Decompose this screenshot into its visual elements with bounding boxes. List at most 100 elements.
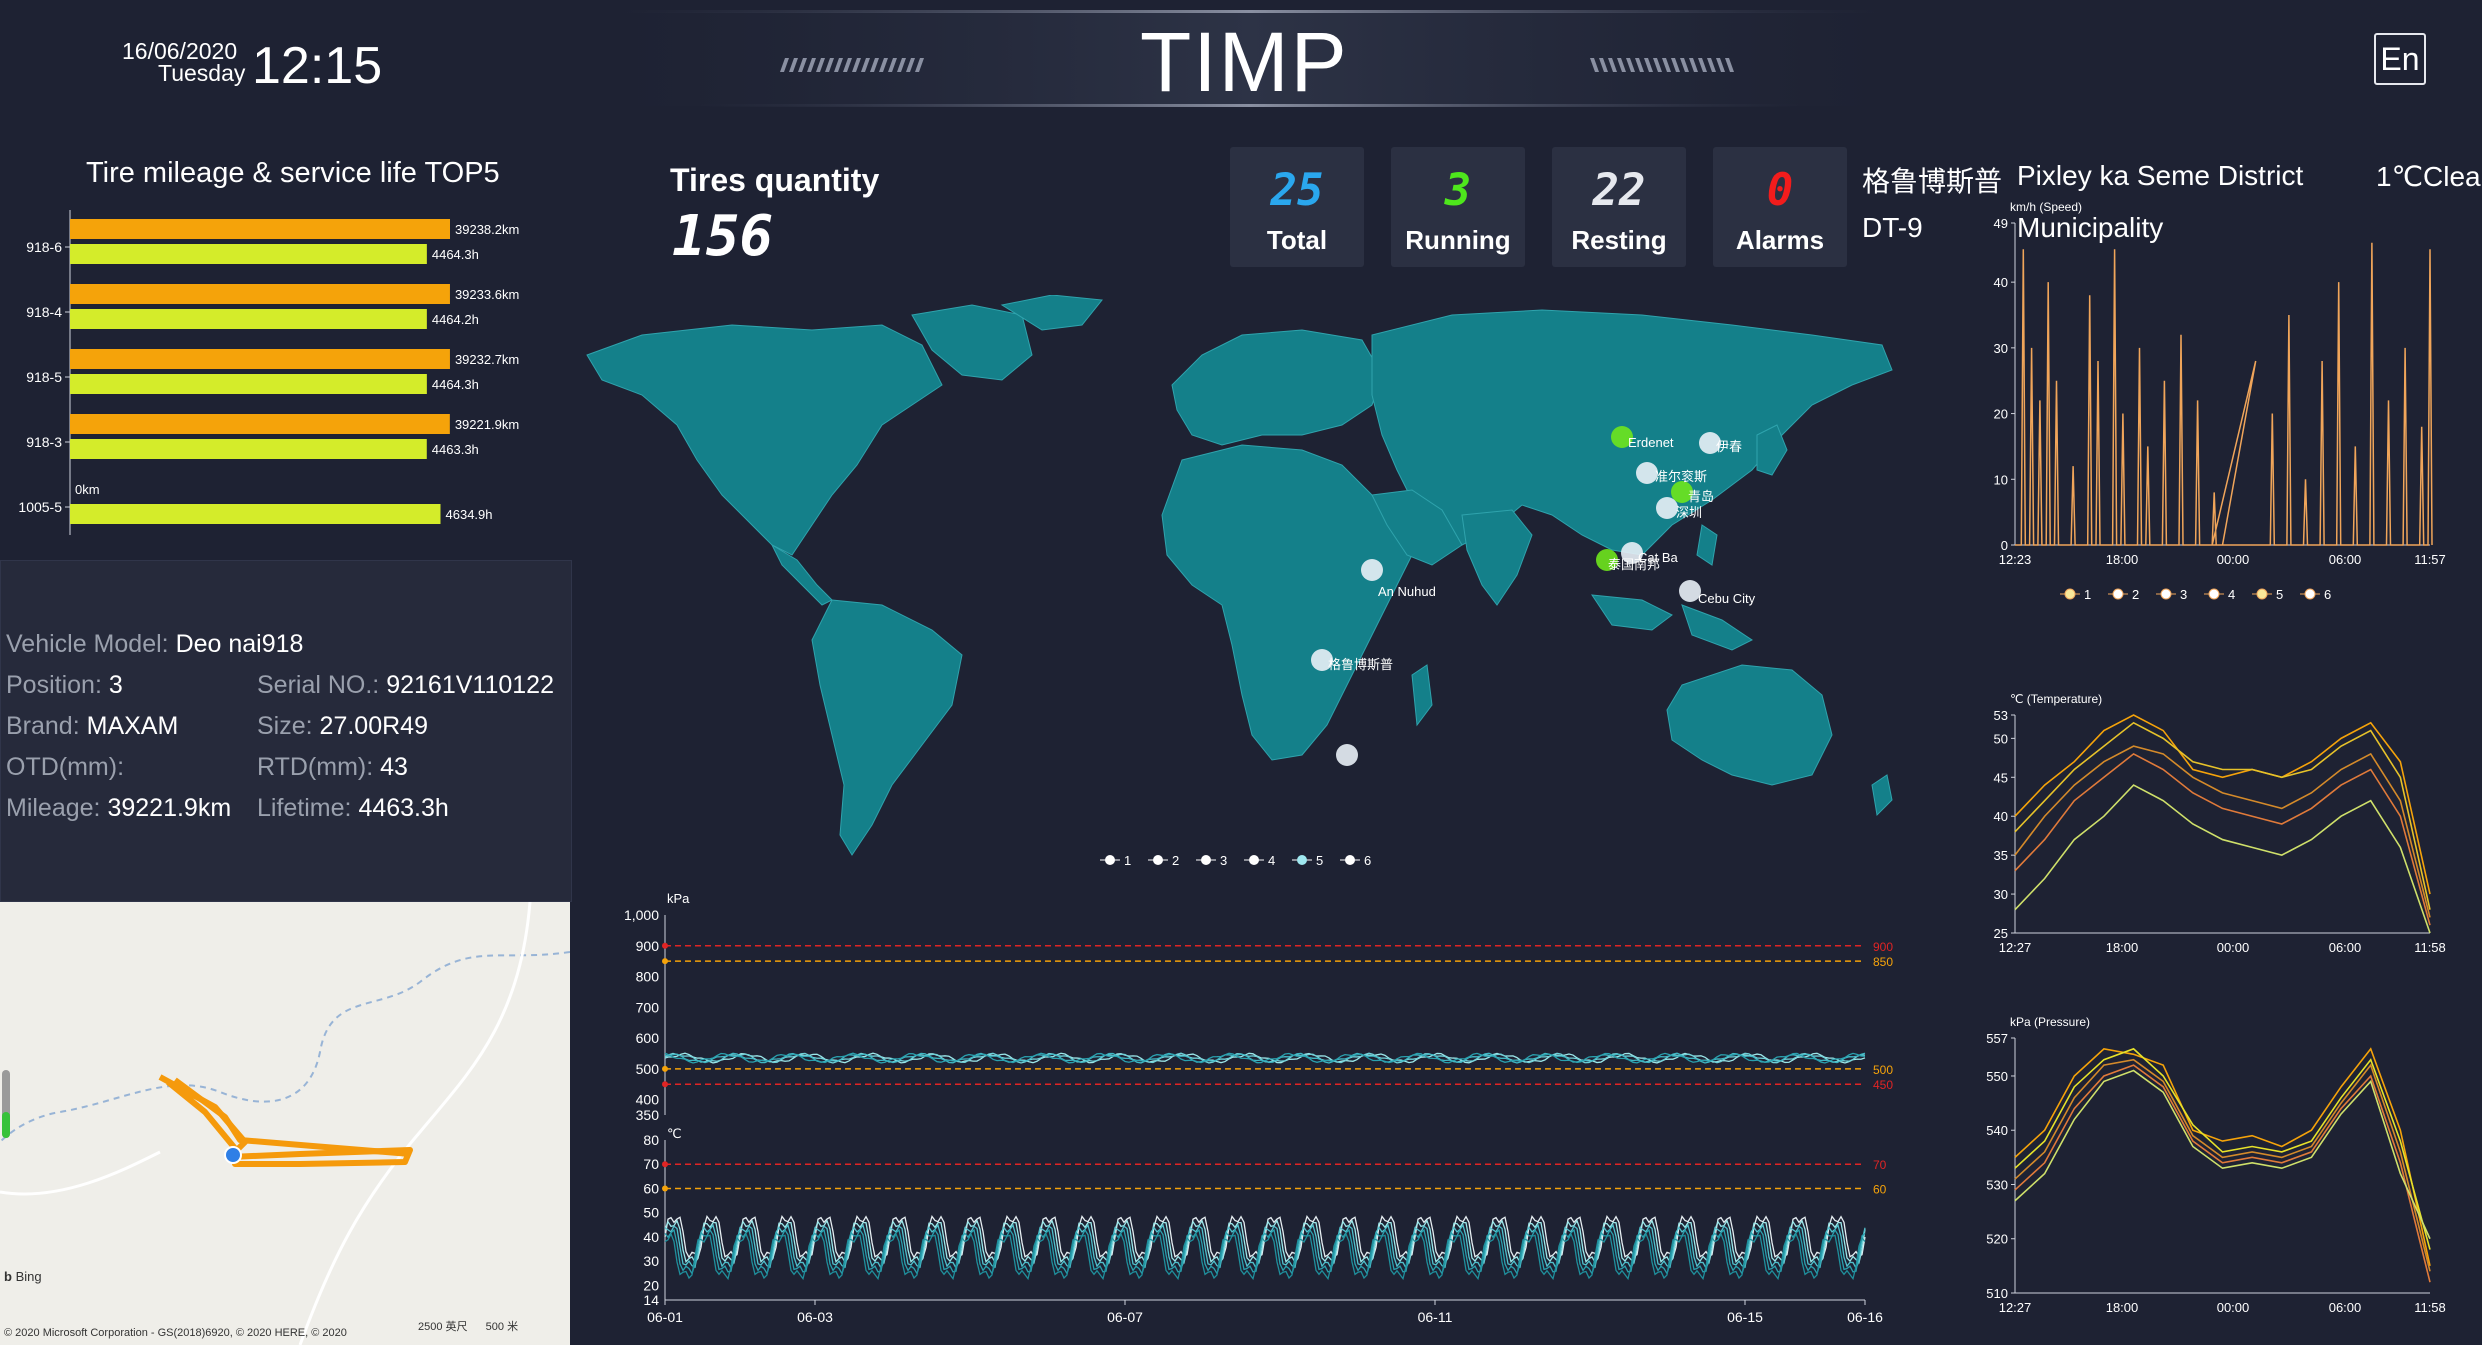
top5-hours-label: 4464.3h: [432, 247, 479, 262]
pressure-series-line: [2014, 1047, 2431, 1267]
header-stripes-right: [1590, 58, 1734, 72]
stat-total-label: Total: [1266, 225, 1328, 255]
y-tick-label: 520: [1986, 1232, 2008, 1247]
map-marker-label: Cat Ba: [1638, 550, 1679, 565]
size-label: Size:: [257, 712, 313, 740]
top5-category-label: 918-5: [26, 369, 62, 385]
pressure-threshold-dot: [662, 958, 668, 965]
temp-y-tick: 60: [643, 1180, 659, 1196]
pressure-y-tick: 500: [636, 1061, 660, 1077]
y-tick-label: 30: [1994, 341, 2008, 356]
header-time: 12:15: [252, 37, 383, 95]
otd-label: OTD(mm):: [6, 753, 125, 781]
stripe: [1626, 58, 1635, 72]
running-tire-marker: [1671, 481, 1693, 503]
speed-legend-label: 4: [2228, 587, 2235, 602]
top5-mileage-label: 39221.9km: [455, 417, 519, 432]
x-tick-label: 18:00: [2106, 940, 2139, 955]
x-tick-label: 11:58: [2414, 940, 2446, 955]
tires-count: 156: [672, 204, 774, 269]
mileage-label: Mileage:: [6, 794, 101, 822]
stripe: [888, 58, 897, 72]
map-marker-label: Cebu City: [1698, 591, 1756, 606]
stripe: [843, 58, 852, 72]
pressure-series-line: [2014, 1047, 2431, 1250]
mini-map[interactable]: b Bing © 2020 Microsoft Corporation - GS…: [0, 902, 570, 1345]
x-tick-label: 12:27: [1999, 1300, 2032, 1315]
legend-dot: [1153, 855, 1163, 865]
stat-running[interactable]: 3 Running: [1391, 147, 1525, 267]
lifetime-value: 4463.3h: [358, 794, 449, 822]
temp-series-line: [664, 1228, 1866, 1276]
top5-hours-bar: [70, 504, 441, 524]
top5-mileage-bar: [70, 349, 450, 369]
map-copyright: © 2020 Microsoft Corporation - GS(2018)6…: [4, 1327, 347, 1339]
temp-y-tick: 80: [643, 1132, 659, 1148]
resting-tire-marker: [1311, 649, 1333, 671]
top5-mileage-label: 0km: [75, 482, 100, 497]
legend-dot: [1201, 855, 1211, 865]
location-vehicle: DT-9: [1862, 212, 1923, 243]
temperature-series-line: [2014, 745, 2431, 918]
x-tick-label: 12:23: [1999, 552, 2032, 567]
world-legend-label: 6: [1364, 853, 1371, 868]
top5-hours-bar: [70, 244, 427, 264]
stat-running-num: 3: [1444, 165, 1472, 216]
top5-hours-bar: [70, 439, 427, 459]
y-tick-label: 510: [1986, 1286, 2008, 1301]
y-tick-label: 0: [2001, 538, 2008, 553]
stripe: [879, 58, 888, 72]
x-tick-label: 06:00: [2329, 552, 2362, 567]
header-weekday: Tuesday: [158, 60, 246, 86]
y-tick-label: 550: [1986, 1069, 2008, 1084]
top5-hours-label: 4464.3h: [432, 377, 479, 392]
stat-resting[interactable]: 22 Resting: [1552, 147, 1686, 267]
stripe: [1608, 58, 1617, 72]
resting-tire-marker: [1699, 432, 1721, 454]
rtd-row: RTD(mm): 43: [257, 753, 408, 782]
stat-resting-num: 22: [1592, 165, 1646, 216]
running-tire-marker: [1611, 426, 1633, 448]
pressure-threshold-label: 900: [1873, 940, 1893, 954]
y-tick-label: 53: [1994, 708, 2008, 723]
temp-x-tick: 06-11: [1418, 1309, 1453, 1325]
pressure-y-tick: 800: [636, 969, 660, 985]
stripe: [897, 58, 906, 72]
temp-x-tick: 06-16: [1847, 1309, 1883, 1325]
x-tick-label: 18:00: [2106, 1300, 2139, 1315]
position-value: 3: [108, 671, 123, 699]
temp-y-tick: 70: [643, 1156, 659, 1172]
app-title: TIMP: [1140, 15, 1349, 109]
map-scale-m: 500 米: [485, 1321, 519, 1333]
temperature-series-line: [2014, 752, 2431, 926]
stat-total-num: 25: [1270, 165, 1324, 216]
y-tick-label: 35: [1994, 848, 2008, 863]
top5-mileage-label: 39232.7km: [455, 352, 519, 367]
mini-map-canvas: [0, 902, 570, 1345]
map-marker-label: 深圳: [1676, 505, 1702, 520]
header-stripes-left: [780, 58, 924, 72]
pressure-series-line: [2014, 1069, 2431, 1240]
stat-total[interactable]: 25 Total: [1230, 147, 1364, 267]
serial-label: Serial NO.:: [257, 671, 380, 699]
vehicle-model-row: Vehicle Model: Deo nai918: [6, 630, 303, 659]
serial-row: Serial NO.: 92161V110122: [257, 671, 554, 700]
map-scale-ft: 2500 英尺: [418, 1321, 468, 1333]
lang-button[interactable]: En: [2374, 33, 2426, 85]
y-tick-label: 557: [1986, 1031, 2008, 1046]
world-land: [586, 295, 1893, 856]
map-marker-label: 青岛: [1688, 489, 1714, 504]
top5-hours-label: 4634.9h: [446, 507, 493, 522]
stat-resting-label: Resting: [1571, 225, 1667, 255]
location-district: Pixley ka Seme District: [2017, 160, 2304, 191]
temperature-series-line: [2014, 721, 2431, 910]
stat-alarms[interactable]: 0 Alarms: [1713, 147, 1847, 267]
world-legend[interactable]: 1 2 3 4 5 6: [1100, 853, 1371, 868]
resting-tire-marker: [1361, 559, 1383, 581]
vehicle-position-marker: [224, 1146, 242, 1164]
x-tick-label: 00:00: [2217, 552, 2250, 567]
stripe: [1671, 58, 1680, 72]
